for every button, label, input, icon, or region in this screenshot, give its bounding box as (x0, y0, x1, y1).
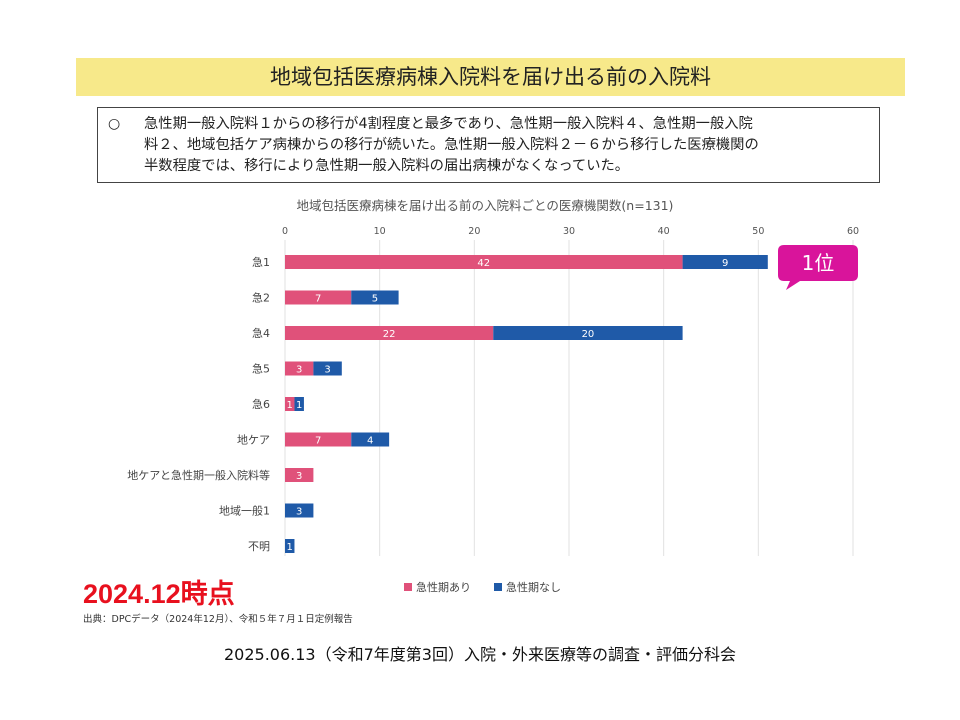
bar-segment-acute (285, 468, 314, 482)
data-label: 42 (477, 258, 490, 269)
category-label: 急1 (252, 255, 270, 269)
rank-callout (778, 245, 858, 290)
source-note: 出典：DPCデータ（2024年12月）、令和５年７月１日定例報告 (83, 614, 353, 625)
legend-swatch (404, 583, 412, 591)
data-label: 7 (315, 436, 321, 447)
data-label: 1 (287, 542, 293, 553)
data-label: 1 (287, 400, 293, 411)
bar-segment-acute (285, 397, 295, 411)
category-label: 地ケア (237, 434, 270, 447)
summary-line-3: 半数程度では、移行により急性期一般入院料の届出病棟がなくなっていた。 (144, 158, 630, 174)
bar-segment-non-acute (313, 361, 342, 376)
bar-segment-acute (285, 432, 352, 447)
legend-swatch (494, 583, 502, 591)
bar-segment-acute (285, 326, 494, 340)
summary-line-1: 急性期一般入院料１からの移行が4割程度と最多であり、急性期一般入院料４、急性期一… (144, 116, 753, 132)
data-label: 1 (296, 400, 302, 411)
footer-meeting: 2025.06.13（令和7年度第3回）入院・外来医療等の調査・評価分科会 (224, 645, 736, 664)
chart-title: 地域包括医療病棟を届け出る前の入院料ごとの医療機関数(n=131) (297, 198, 674, 213)
bar-segment-non-acute (351, 290, 399, 305)
data-label: 3 (324, 365, 330, 376)
category-label: 地域一般1 (219, 505, 270, 518)
category-label: 地ケアと急性期一般入院料等 (127, 468, 270, 482)
summary-line-2: 料２、地域包括ケア病棟からの移行が続いた。急性期一般入院料２－６から移行した医療… (144, 137, 759, 153)
category-label: 急4 (252, 326, 270, 340)
rank-callout-text: 1位 (802, 251, 835, 275)
data-label: 7 (315, 294, 321, 305)
legend-label: 急性期あり (416, 580, 471, 594)
data-label: 3 (296, 365, 302, 376)
summary-bullet: ○ (108, 116, 121, 132)
bar-segment-non-acute (294, 397, 304, 411)
title-band: 地域包括医療病棟入院料を届け出る前の入院料 (76, 58, 905, 96)
bar-segment-non-acute (285, 539, 295, 553)
bar-segment-non-acute (682, 255, 768, 269)
bar-segment-acute (285, 255, 683, 269)
x-tick-label: 40 (658, 226, 670, 237)
legend-label: 急性期なし (506, 580, 561, 594)
x-tick-label: 20 (468, 226, 480, 237)
bar-segment-acute (285, 361, 314, 376)
bar-segment-non-acute (351, 432, 390, 447)
bar-segment-non-acute (493, 326, 683, 340)
x-tick-label: 10 (374, 226, 386, 237)
date-label: 2024.12時点 (83, 579, 235, 609)
category-label: 急2 (252, 291, 270, 305)
x-tick-label: 50 (752, 226, 764, 237)
x-tick-label: 60 (847, 226, 859, 237)
category-label: 急6 (252, 397, 270, 411)
data-label: 3 (296, 507, 302, 518)
data-label: 20 (582, 329, 595, 340)
data-label: 3 (296, 471, 302, 482)
x-tick-label: 30 (563, 226, 575, 237)
category-label: 急5 (252, 362, 270, 376)
data-label: 4 (367, 436, 373, 447)
data-label: 9 (722, 258, 728, 269)
bar-segment-acute (285, 290, 352, 305)
data-label: 22 (383, 329, 396, 340)
category-label: 不明 (248, 540, 270, 553)
page-title: 地域包括医療病棟入院料を届け出る前の入院料 (270, 65, 711, 89)
data-label: 5 (372, 294, 378, 305)
bar-segment-non-acute (285, 503, 314, 518)
summary-box: ○ 急性期一般入院料１からの移行が4割程度と最多であり、急性期一般入院料４、急性… (97, 107, 880, 183)
x-tick-label: 0 (282, 226, 288, 237)
